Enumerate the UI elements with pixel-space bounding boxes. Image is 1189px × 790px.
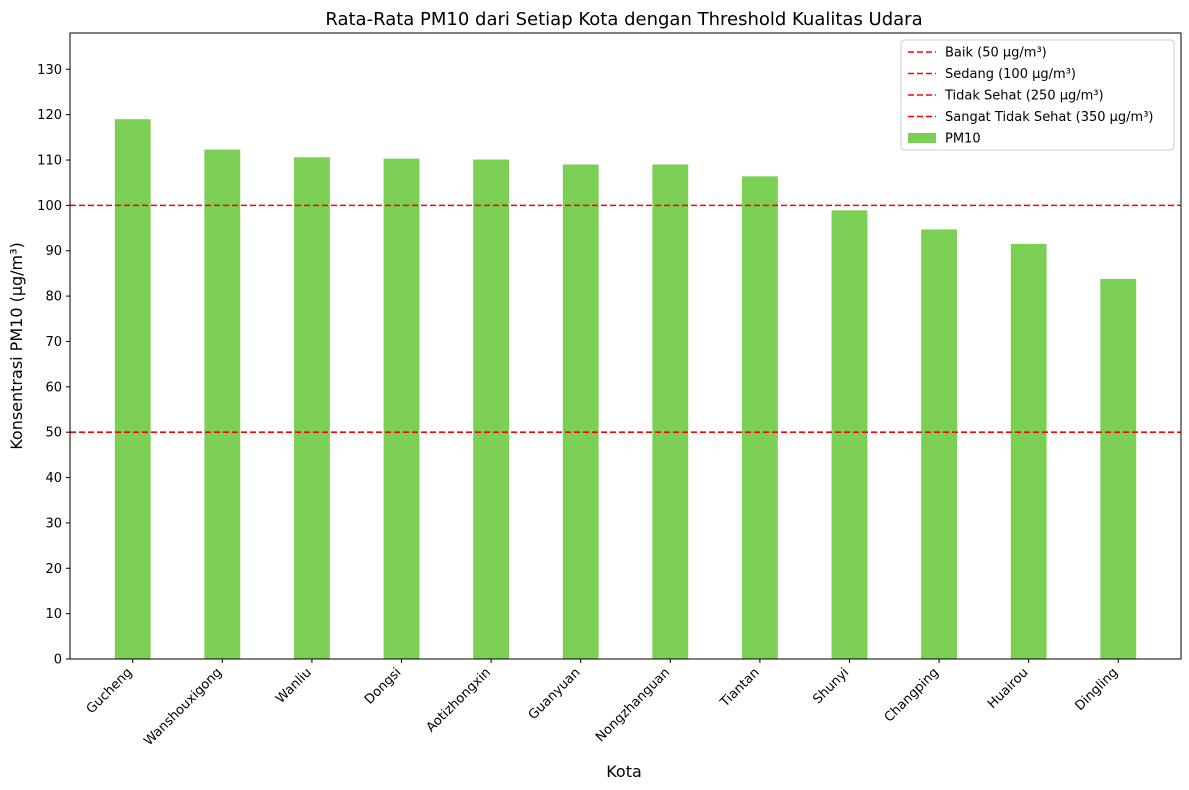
y-tick-label: 110 [37,154,62,169]
y-tick-label: 40 [45,471,62,486]
x-tick-label: Gucheng [84,665,136,717]
bar-wanshouxigong [204,149,241,659]
bar-dongsi [383,158,420,659]
x-tick-label: Changping [882,665,942,725]
chart-title: Rata-Rata PM10 dari Setiap Kota dengan T… [325,9,922,30]
legend-label: PM10 [945,132,981,147]
y-tick-label: 20 [45,562,62,577]
plot-frame [69,32,1182,660]
x-tick-label: Tiantan [717,665,763,711]
y-tick-label: 80 [45,290,62,305]
x-tick-label: Dingling [1072,665,1121,714]
legend-label: Sedang (100 µg/m³) [945,67,1076,82]
bar-gucheng [114,119,151,659]
bar-guanyuan [562,164,599,659]
x-axis-label: Kota [606,762,642,781]
x-tick-label: Guanyuan [526,665,584,723]
x-tick-label: Nongzhanguan [593,665,673,745]
legend-box [900,39,1175,151]
bar-changping [921,229,958,660]
bar-shunyi [831,210,868,659]
legend: Baik (50 µg/m³) Sedang (100 µg/m³) Tidak S… [900,39,1175,151]
legend-label: Baik (50 µg/m³) [945,46,1047,61]
bar-aotizhongxin [473,159,510,660]
y-tick-label: 60 [45,380,62,395]
legend-label: Tidak Sehat (250 µg/m³) [944,89,1104,104]
x-tick-label: Shunyi [810,665,852,707]
bar-nongzhanguan [652,164,689,659]
x-tick-label: Wanshouxigong [141,665,225,749]
legend-swatch-bar [908,133,936,143]
y-axis-label: Konsentrasi PM10 (µg/m³) [7,242,26,450]
y-tick-label: 30 [45,516,62,531]
y-tick-label: 100 [37,199,62,214]
bar-dingling [1100,278,1137,659]
y-tick-label: 90 [45,244,62,259]
bar-huairou [1010,243,1047,659]
y-tick-label: 0 [54,653,62,668]
bar-wanliu [293,157,330,659]
x-tick-label: Aotizhongxin [424,665,494,735]
legend-label: Sangat Tidak Sehat (350 µg/m³) [945,110,1154,125]
x-tick-label: Huairou [985,665,1032,712]
y-tick-label: 70 [45,335,62,350]
bar-tiantan [741,176,778,660]
y-tick-label: 130 [37,63,62,78]
y-tick-label: 10 [45,607,62,622]
x-tick-label: Dongsi [362,665,404,707]
y-tick-label: 120 [37,108,62,123]
x-tick-label: Wanliu [273,665,315,707]
y-tick-label: 50 [45,426,62,441]
